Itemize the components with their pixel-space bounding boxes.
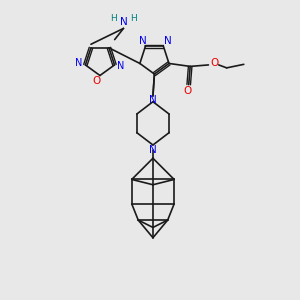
Text: O: O (93, 76, 101, 86)
Text: H: H (110, 14, 117, 23)
Text: O: O (183, 85, 191, 95)
Text: N: N (120, 17, 128, 27)
Text: O: O (210, 58, 218, 68)
Text: N: N (149, 145, 157, 155)
Text: N: N (139, 36, 146, 46)
Text: H: H (130, 14, 137, 23)
Text: N: N (149, 95, 157, 105)
Text: N: N (117, 61, 125, 71)
Text: N: N (164, 36, 172, 46)
Text: N: N (75, 58, 82, 68)
